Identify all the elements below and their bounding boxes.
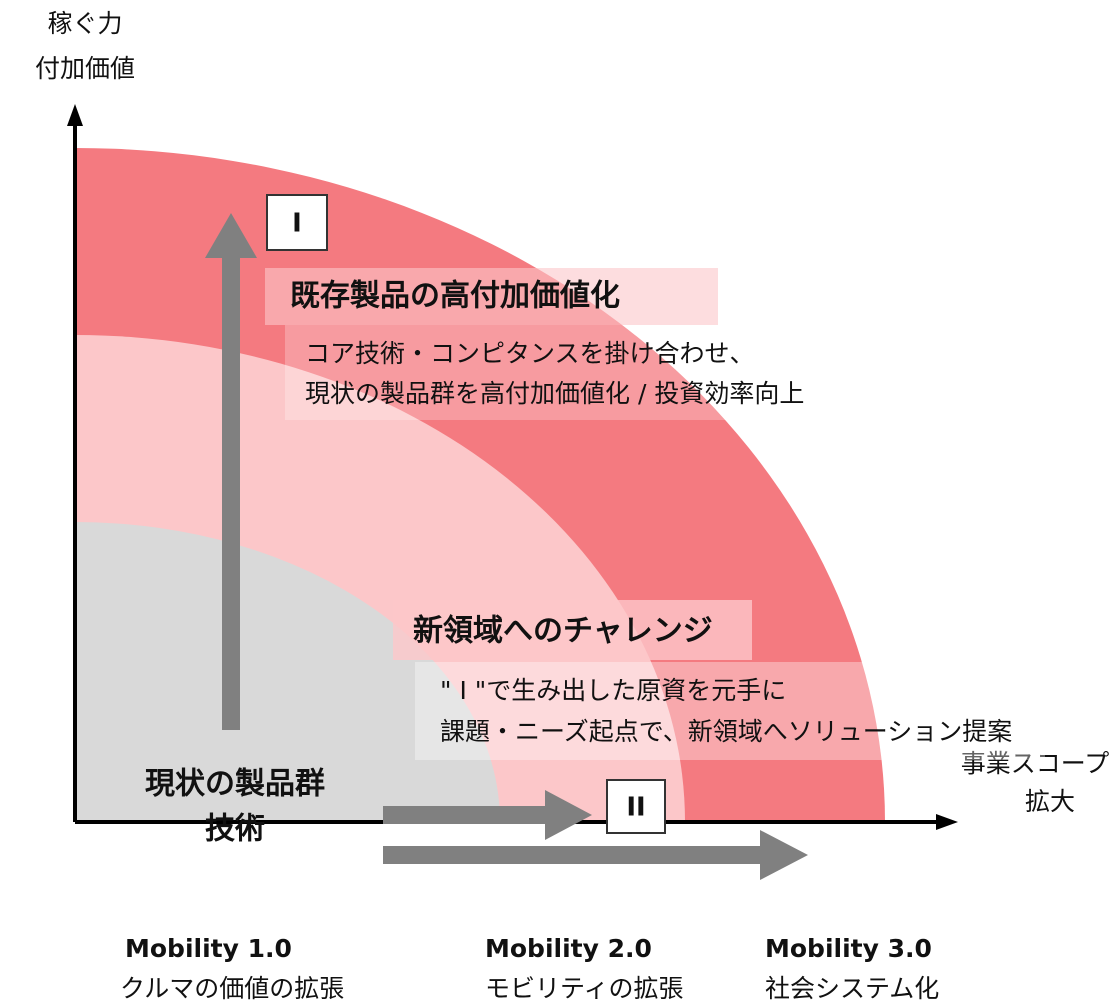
- heading: 新領域へのチャレンジ: [413, 614, 713, 649]
- stage-name: Mobility 3.0: [765, 934, 932, 963]
- heading-bg: [265, 268, 718, 325]
- heading: 既存製品の高付加価値化: [290, 279, 620, 314]
- description: コア技術・コンピタンスを掛け合わせ、: [305, 339, 755, 368]
- marker: II: [626, 793, 645, 823]
- arrow-shaft: [383, 806, 545, 824]
- stage-description: モビリティの拡張: [485, 974, 684, 1003]
- arrow-head: [205, 213, 257, 258]
- marker: I: [292, 209, 302, 239]
- zone-core: [75, 522, 500, 822]
- x-axis-label: 事業スコープ: [961, 749, 1110, 778]
- y-axis-arrow: [67, 104, 83, 126]
- description: 課題・ニーズ起点で、新領域へソリューション提案: [440, 717, 1012, 746]
- arrow-head: [545, 790, 592, 840]
- arrow-shaft: [383, 846, 763, 864]
- core-label: 技術: [205, 812, 265, 847]
- heading-bg: [393, 600, 752, 660]
- marker-box: [606, 779, 666, 834]
- stage-name: Mobility 1.0: [125, 934, 292, 963]
- stage-name: Mobility 2.0: [485, 934, 652, 963]
- stage-description: 社会システム化: [765, 974, 939, 1003]
- x-axis-label: 拡大: [1025, 787, 1075, 816]
- y-axis-label: 稼ぐ力: [47, 9, 122, 38]
- description: " Ⅰ "で生み出した原資を元手に: [440, 676, 786, 705]
- stage-description: クルマの価値の拡張: [120, 974, 344, 1003]
- description-bg: [415, 662, 1045, 760]
- y-axis-label: 付加価値: [35, 54, 135, 83]
- description: 現状の製品群を高付加価値化 / 投資効率向上: [305, 379, 804, 408]
- core-label: 現状の製品群: [145, 767, 325, 802]
- marker-box: [266, 194, 328, 251]
- arrow-head: [760, 830, 808, 880]
- arrow-shaft: [222, 255, 240, 730]
- description-bg: [285, 325, 935, 420]
- x-axis-arrow: [936, 814, 958, 830]
